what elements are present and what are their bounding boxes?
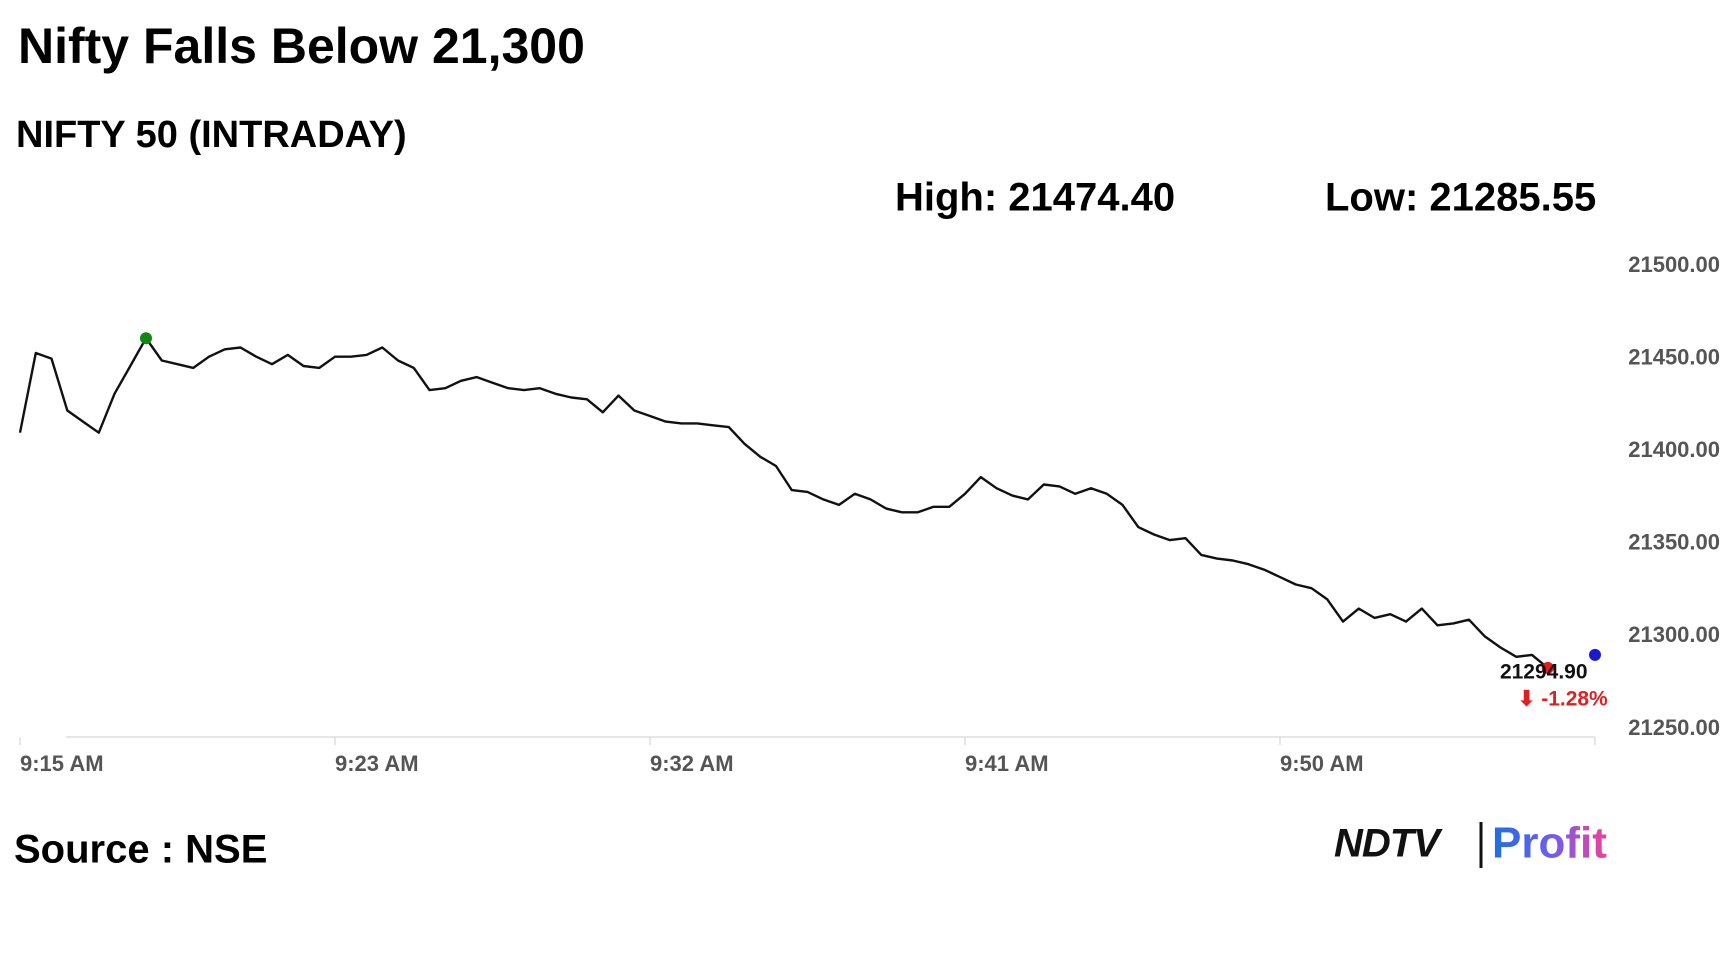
- x-tick-label: 9:41 AM: [965, 751, 1049, 776]
- high-stat: High: 21474.40: [895, 176, 1175, 220]
- chart-subtitle: NIFTY 50 (INTRADAY): [16, 114, 407, 156]
- price-line: [20, 338, 1595, 668]
- x-tick-label: 9:50 AM: [1280, 751, 1364, 776]
- chart-title: Nifty Falls Below 21,300: [18, 18, 585, 74]
- source: Source : NSE: [14, 828, 267, 872]
- change-label: ⬇ -1.28%: [1518, 687, 1608, 710]
- marker-dot: [1589, 648, 1601, 661]
- y-tick-label: 21300.00: [1628, 622, 1720, 647]
- marker-dot: [1541, 661, 1554, 674]
- last-value-label: 21294.90: [1500, 660, 1588, 683]
- marker-dot: [140, 332, 152, 345]
- low-stat: Low: 21285.55: [1325, 176, 1596, 220]
- y-tick-label: 21400.00: [1628, 437, 1720, 462]
- logo-ndtv: NDTV: [1334, 822, 1443, 866]
- x-tick-label: 9:32 AM: [650, 751, 734, 776]
- y-tick-label: 21450.00: [1628, 344, 1720, 369]
- y-tick-label: 21350.00: [1628, 530, 1720, 555]
- y-tick-label: 21250.00: [1628, 715, 1720, 740]
- logo-profit: Profit: [1492, 819, 1607, 868]
- x-tick-label: 9:23 AM: [335, 751, 419, 776]
- y-tick-label: 21500.00: [1628, 252, 1720, 277]
- x-tick-label: 9:15 AM: [20, 751, 104, 776]
